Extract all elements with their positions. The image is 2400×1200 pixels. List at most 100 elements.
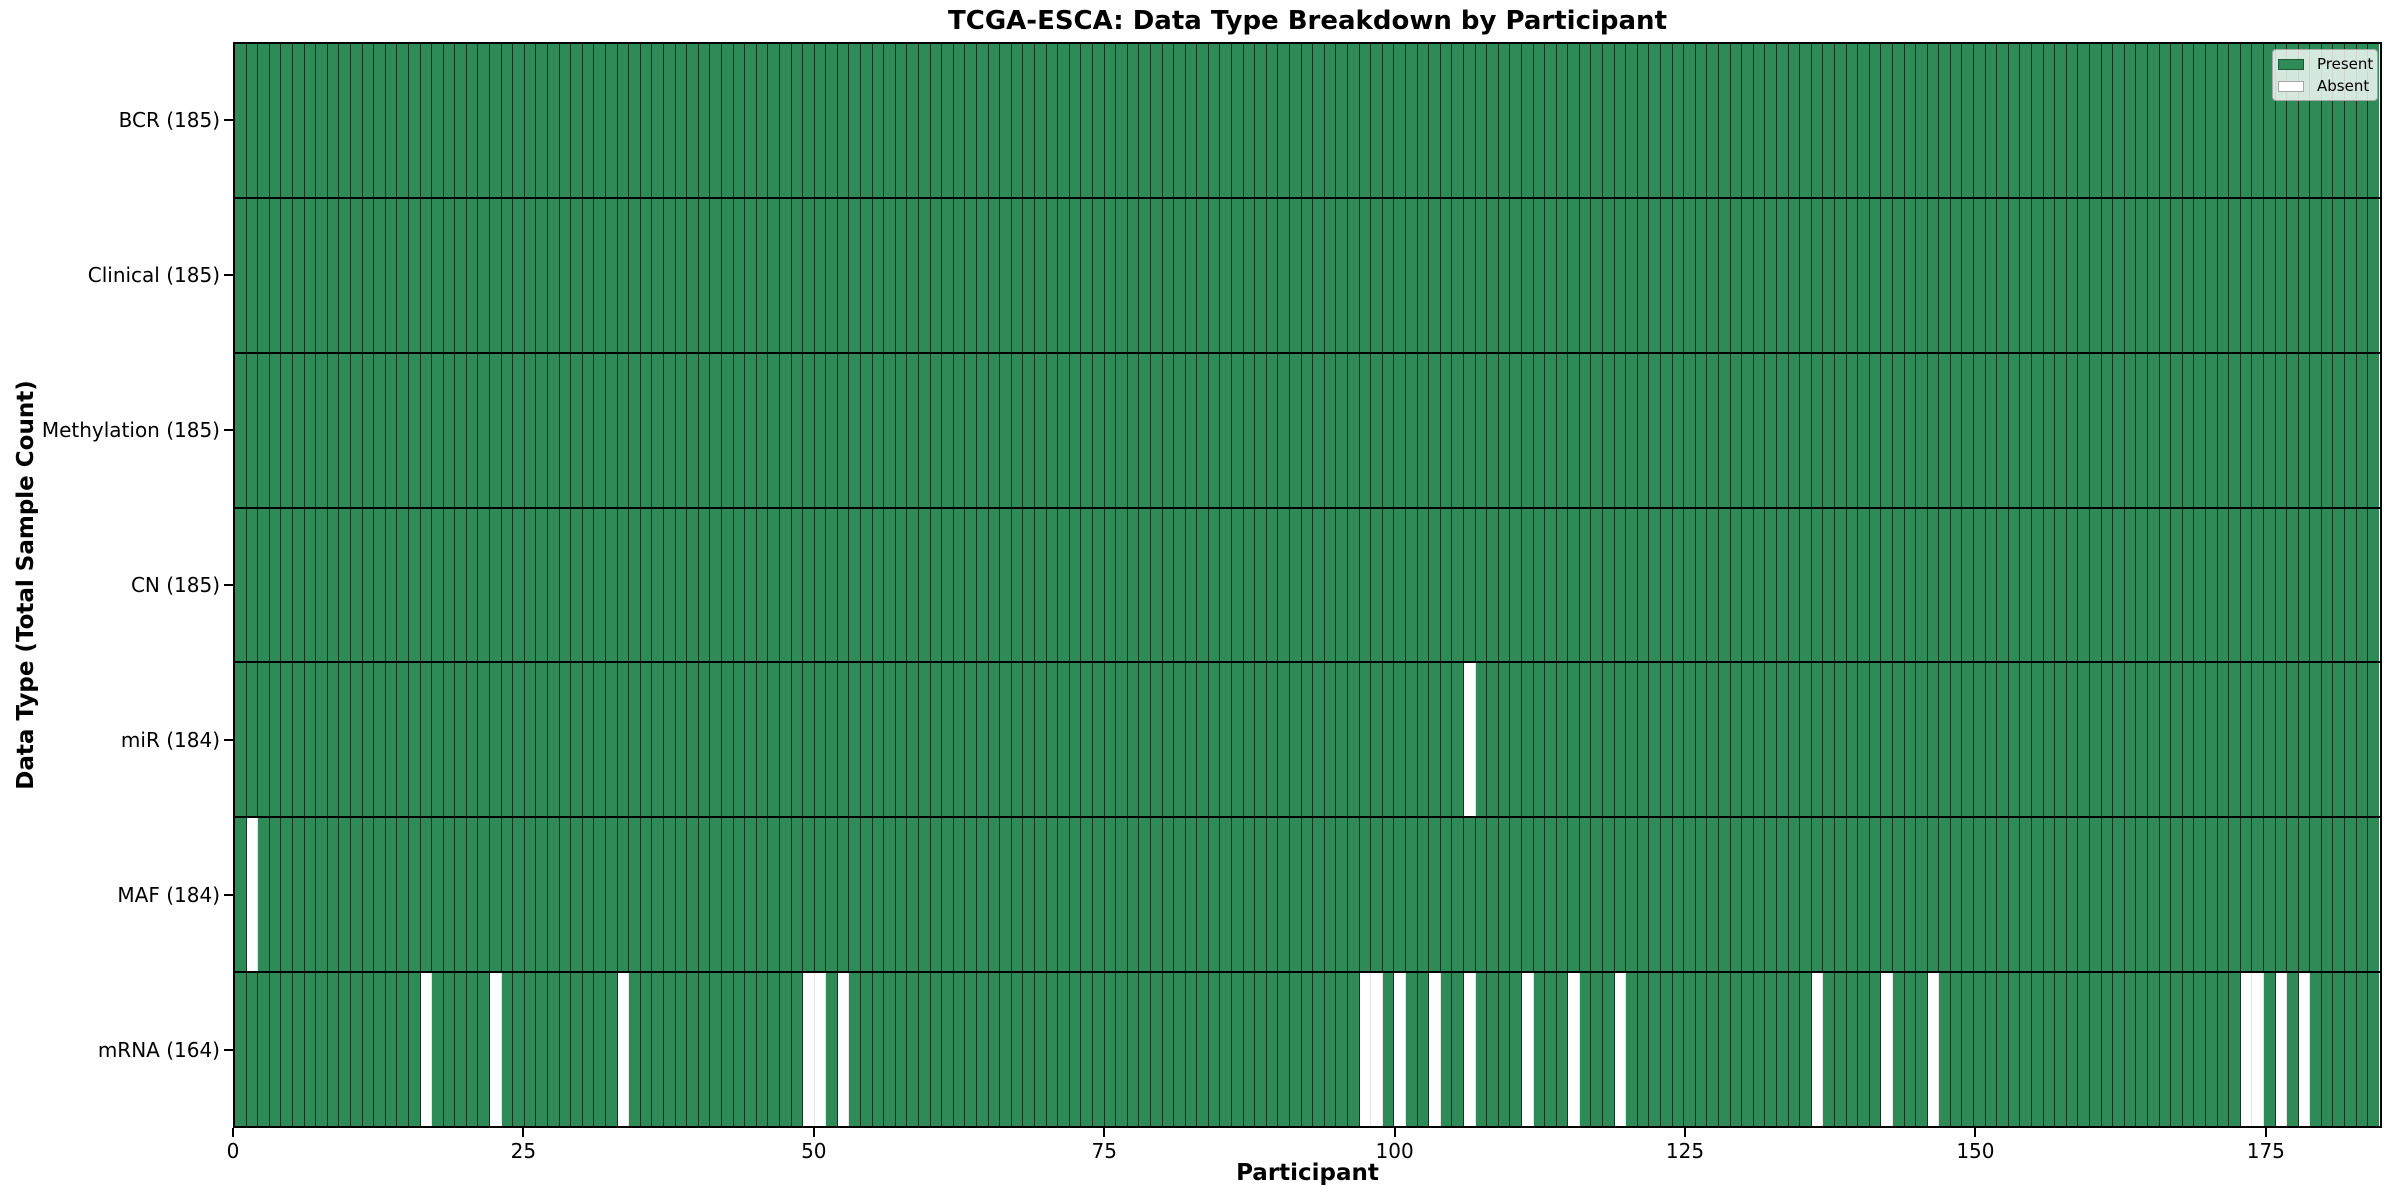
heatmap-cell [2171,44,2183,197]
heatmap-cell [733,44,746,197]
heatmap-cell [362,508,375,662]
heatmap-cell [1058,508,1070,662]
heatmap-cell [501,353,514,507]
heatmap-cell [698,818,711,972]
heatmap-cell [235,44,247,197]
heatmap-cell [1614,818,1627,972]
heatmap-cell [1324,818,1337,972]
heatmap-cell [246,508,259,662]
heatmap-cell [1324,508,1337,662]
heatmap-cell [1730,508,1743,662]
heatmap-cell [1510,353,1522,507]
heatmap-cell [1232,818,1244,972]
heatmap-cell [1603,508,1615,662]
heatmap-cell [826,818,838,972]
heatmap-cell [2252,818,2264,972]
heatmap-cell [652,508,664,662]
heatmap-cell [675,973,688,1127]
heatmap-cell [2298,973,2311,1127]
heatmap-cell [339,353,351,507]
heatmap-cell [849,44,862,197]
heatmap-cell [791,818,804,972]
heatmap-cell [2008,353,2021,507]
heatmap-cell [397,663,409,817]
heatmap-cell [292,44,305,197]
heatmap-cell [1197,663,1209,817]
heatmap-cell [281,818,293,972]
heatmap-cell [1661,818,1673,972]
x-tick-label: 25 [510,1139,537,1163]
y-tick-mark [224,428,233,431]
heatmap-cell [1997,44,2009,197]
heatmap-cell [652,353,664,507]
heatmap-cell [1440,818,1453,972]
heatmap-cell [1127,973,1140,1127]
heatmap-cell [1162,973,1175,1127]
heatmap-cell [2008,508,2021,662]
heatmap-cell [1185,508,1198,662]
heatmap-cell [1023,508,1035,662]
heatmap-cell [617,973,630,1127]
heatmap-cell [292,198,305,352]
heatmap-cell [768,973,780,1127]
heatmap-cell [2147,818,2160,972]
heatmap-cell [768,818,780,972]
heatmap-cell [1881,818,1893,972]
heatmap-cell [443,973,456,1127]
heatmap-cell [1290,198,1302,352]
y-tick-mark [224,739,233,742]
heatmap-cell [281,508,293,662]
heatmap-cell [327,663,340,817]
heatmap-cell [2263,818,2276,972]
heatmap-cell [1104,198,1117,352]
heatmap-cell [246,353,259,507]
heatmap-cell [1174,508,1186,662]
heatmap-cell [1637,508,1650,662]
heatmap-cell [2055,508,2067,662]
heatmap-cell [756,44,769,197]
heatmap-cell [1985,44,1998,197]
heatmap-cell [1498,973,1511,1127]
heatmap-cell [269,508,282,662]
heatmap-cell [1811,663,1824,817]
heatmap-cell [2298,353,2311,507]
heatmap-cell [548,818,560,972]
heatmap-cell [408,663,421,817]
heatmap-cell [640,44,653,197]
heatmap-cell [1533,818,1546,972]
heatmap-cell [1661,198,1673,352]
heatmap-cell [2147,353,2160,507]
heatmap-cell [2090,973,2102,1127]
heatmap-cell [1208,973,1221,1127]
heatmap-cell [501,818,514,972]
heatmap-cell [1278,44,1291,197]
heatmap-cell [988,198,1001,352]
heatmap-cell [768,663,780,817]
heatmap-cell [2345,663,2357,817]
heatmap-cell [1371,198,1383,352]
heatmap-cell [1637,663,1650,817]
y-tick-label-miR: miR (184) [120,728,220,753]
heatmap-cell [814,973,827,1127]
heatmap-cell [1776,508,1789,662]
heatmap-cell [292,663,305,817]
heatmap-cell [246,973,259,1127]
heatmap-cell [1046,818,1059,972]
heatmap-cell [1174,663,1186,817]
chart-title: TCGA-ESCA: Data Type Breakdown by Partic… [948,6,1667,36]
heatmap-cell [1927,818,1940,972]
heatmap-cell [872,508,885,662]
heatmap-cell [327,353,340,507]
heatmap-cell [942,44,954,197]
heatmap-cell [269,818,282,972]
heatmap-cell [1162,508,1175,662]
heatmap-cell [1753,353,1766,507]
heatmap-cell [1858,44,1870,197]
heatmap-cell [304,353,317,507]
heatmap-cell [872,973,885,1127]
heatmap-cell [490,198,502,352]
heatmap-cell [1904,198,1917,352]
heatmap-cell [1069,663,1082,817]
heatmap-cell [235,508,247,662]
heatmap-cell [1255,508,1267,662]
